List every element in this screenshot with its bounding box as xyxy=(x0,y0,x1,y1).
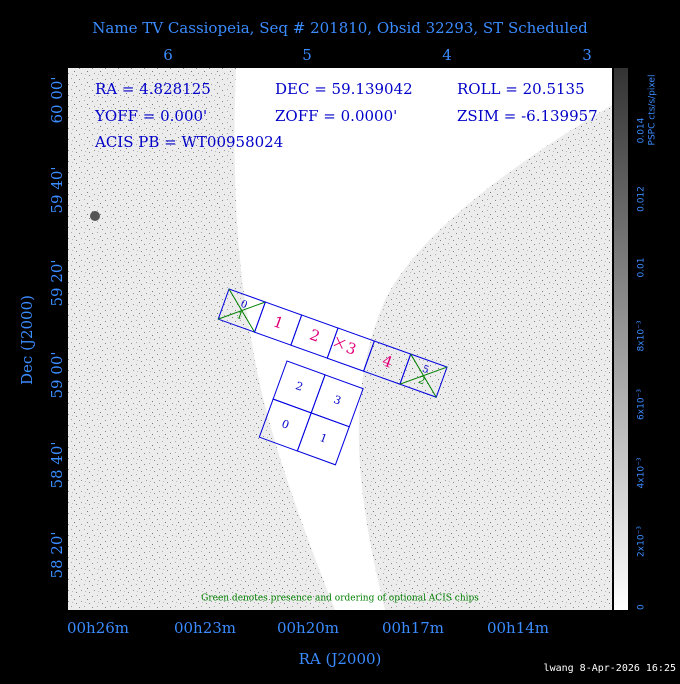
colorbar-tick-label: 0.012 xyxy=(637,186,647,212)
x-label: RA (J2000) xyxy=(299,650,382,668)
acis-i: 2 3 0 1 xyxy=(258,360,364,466)
info-text: YOFF = 0.000' xyxy=(94,107,207,125)
source xyxy=(90,211,100,221)
top-tick-label: 5 xyxy=(302,46,312,64)
optional-label: 2 xyxy=(417,375,427,388)
top-tick-label: 3 xyxy=(582,46,592,64)
left-tick-label: 59 20' xyxy=(48,259,66,306)
colorbar-tick-label: 0.014 xyxy=(637,117,647,143)
optional-mark xyxy=(218,301,266,320)
colorbar-tick-label: 6x10⁻³ xyxy=(637,389,647,420)
chip-label: 0 xyxy=(239,299,249,312)
info-text: RA = 4.828125 xyxy=(95,80,211,98)
optional-label: 1 xyxy=(235,310,245,323)
noise-left xyxy=(68,68,335,610)
bottom-tick-label: 00h26m xyxy=(67,619,129,637)
bottom-tick-label: 00h14m xyxy=(487,619,549,637)
y-label: Dec (J2000) xyxy=(18,295,36,385)
chip xyxy=(399,353,448,398)
left-tick-label: 58 40' xyxy=(48,441,66,488)
top-tick-label: 4 xyxy=(442,46,452,64)
left-tick-label: 58 20' xyxy=(48,531,66,578)
left-tick-label: 60 00' xyxy=(48,76,66,123)
bottom-tick-label: 00h17m xyxy=(382,619,444,637)
colorbar-tick-label: 0.01 xyxy=(637,257,647,277)
colorbar-label: PSPC cts/s/pixel xyxy=(648,75,658,146)
info-text: ACIS PB = WT00958024 xyxy=(94,133,283,151)
chip-label: 3 xyxy=(332,393,343,408)
aimpoint xyxy=(333,336,346,349)
stamp: lwang 8-Apr-2026 16:25 xyxy=(544,663,676,674)
info-text: ZOFF = 0.0000' xyxy=(275,107,397,125)
left-tick-label: 59 00' xyxy=(48,351,66,398)
top-tick-label: 6 xyxy=(163,46,173,64)
footnote: Green denotes presence and ordering of o… xyxy=(201,594,479,604)
colorbar-tick-label: 2x10⁻³ xyxy=(637,526,647,557)
chip-label: 0 xyxy=(280,417,291,432)
colorbar-tick-label: 8x10⁻³ xyxy=(637,320,647,351)
chip-label: 2 xyxy=(294,379,305,394)
bottom-tick-label: 00h20m xyxy=(277,619,339,637)
title: Name TV Cassiopeia, Seq # 201810, Obsid … xyxy=(92,19,588,37)
chip xyxy=(296,412,350,466)
info-text: ROLL = 20.5135 xyxy=(457,80,585,98)
colorbar xyxy=(614,68,628,610)
colorbar-tick-label: 0 xyxy=(637,604,647,610)
chip-label: 5 xyxy=(421,364,431,377)
colorbar-tick-label: 4x10⁻³ xyxy=(637,457,647,488)
chip-label: 1 xyxy=(318,431,329,446)
left-tick-label: 59 40' xyxy=(48,166,66,213)
optional-mark xyxy=(399,366,448,385)
info-text: DEC = 59.139042 xyxy=(275,80,413,98)
noise-right xyxy=(358,105,612,610)
info-text: ZSIM = -6.139957 xyxy=(457,107,598,125)
bottom-tick-label: 00h23m xyxy=(174,619,236,637)
